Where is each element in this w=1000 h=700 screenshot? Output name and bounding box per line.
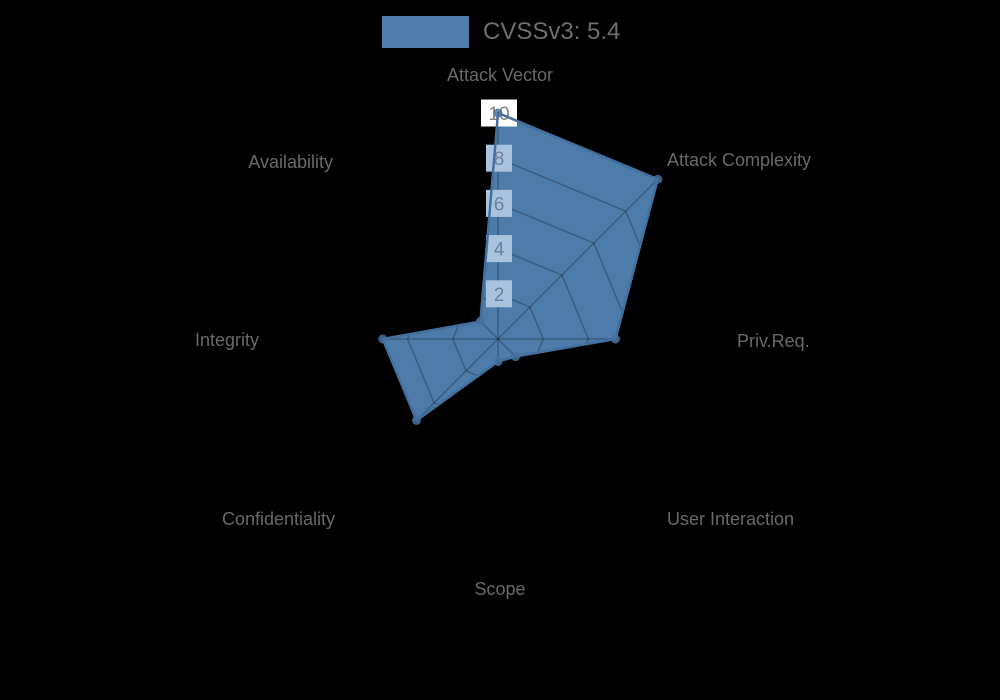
chart-legend[interactable]: CVSSv3: 5.4 — [382, 16, 620, 48]
series-point — [653, 174, 663, 184]
tick-backdrop — [486, 235, 512, 263]
series-point — [411, 416, 421, 426]
grid-ring — [361, 202, 635, 476]
radial-tick-label: 4 — [494, 240, 505, 261]
grid-ring — [316, 157, 680, 521]
grid-ring — [406, 247, 590, 431]
series-point — [611, 334, 621, 344]
grid-ring — [271, 112, 725, 566]
grid-spoke — [337, 178, 499, 340]
legend-swatch — [382, 16, 469, 48]
grid-spoke — [497, 178, 659, 340]
series-point — [378, 334, 388, 344]
series-point — [475, 316, 485, 326]
axis-label-attack-complexity: Attack Complexity — [667, 150, 811, 170]
axis-label-priv-req-: Priv.Req. — [737, 331, 810, 351]
axis-label-attack-vector: Attack Vector — [447, 65, 553, 85]
legend-label: CVSSv3: 5.4 — [483, 18, 621, 45]
axis-label-confidentiality: Confidentiality — [222, 509, 335, 529]
axis-label-availability: Availability — [248, 152, 333, 172]
series-point — [493, 108, 503, 118]
radial-tick-label: 8 — [494, 149, 505, 170]
grid-spoke — [497, 338, 659, 500]
axis-label-scope: Scope — [474, 579, 525, 599]
radial-tick-label: 2 — [494, 285, 505, 306]
axis-label-integrity: Integrity — [195, 330, 259, 350]
series-point — [493, 357, 503, 367]
radial-tick-label: 6 — [494, 194, 505, 215]
axis-label-user-interaction: User Interaction — [667, 509, 794, 529]
tick-backdrop — [486, 144, 512, 172]
grid-ring — [451, 292, 545, 386]
series-point — [511, 352, 521, 362]
tick-backdrop — [486, 280, 512, 308]
